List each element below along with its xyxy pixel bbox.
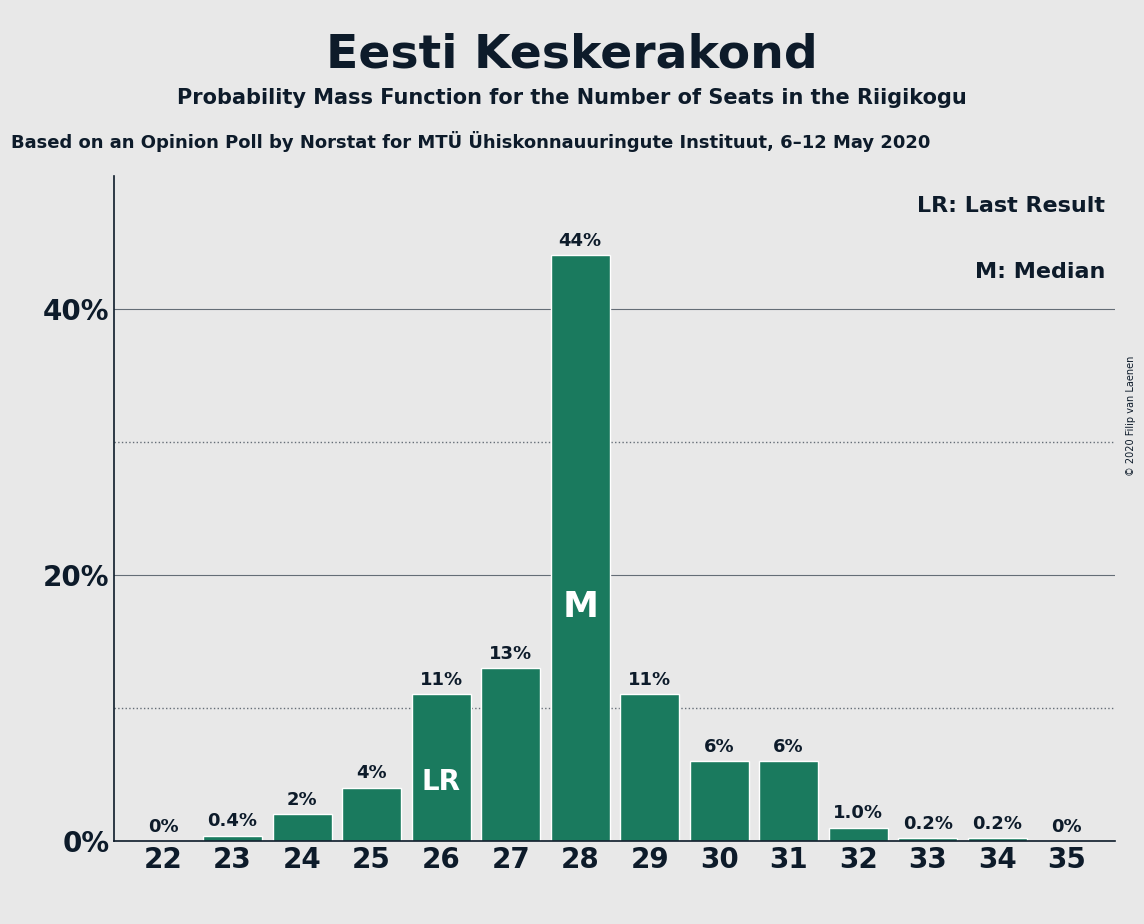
Text: Eesti Keskerakond: Eesti Keskerakond [326,32,818,78]
Text: 6%: 6% [704,737,734,756]
Text: 1.0%: 1.0% [833,804,883,822]
Text: 2%: 2% [287,791,317,808]
Bar [690,761,748,841]
Bar [272,814,332,841]
Bar [202,835,262,841]
Text: 0.4%: 0.4% [207,812,257,830]
Bar [550,255,610,841]
Text: 0%: 0% [148,818,178,835]
Bar [898,838,958,841]
Text: 44%: 44% [558,232,602,250]
Text: 11%: 11% [420,671,462,689]
Text: 11%: 11% [628,671,672,689]
Bar [828,828,888,841]
Text: 4%: 4% [356,764,387,783]
Bar [760,761,818,841]
Bar [620,695,680,841]
Text: 0.2%: 0.2% [903,815,953,833]
Text: 13%: 13% [490,645,532,663]
Text: © 2020 Filip van Laenen: © 2020 Filip van Laenen [1126,356,1136,476]
Text: M: M [562,590,598,624]
Bar [342,787,402,841]
Bar [482,668,540,841]
Text: Probability Mass Function for the Number of Seats in the Riigikogu: Probability Mass Function for the Number… [177,88,967,108]
Bar [412,695,470,841]
Text: 0.2%: 0.2% [972,815,1023,833]
Text: Based on an Opinion Poll by Norstat for MTÜ Ühiskonnauuringute Instituut, 6–12 M: Based on an Opinion Poll by Norstat for … [11,131,931,152]
Text: LR: Last Result: LR: Last Result [917,196,1105,215]
Text: 6%: 6% [773,737,804,756]
Bar [968,838,1027,841]
Text: 0%: 0% [1051,818,1082,835]
Text: LR: LR [422,768,461,796]
Text: M: Median: M: Median [975,262,1105,282]
